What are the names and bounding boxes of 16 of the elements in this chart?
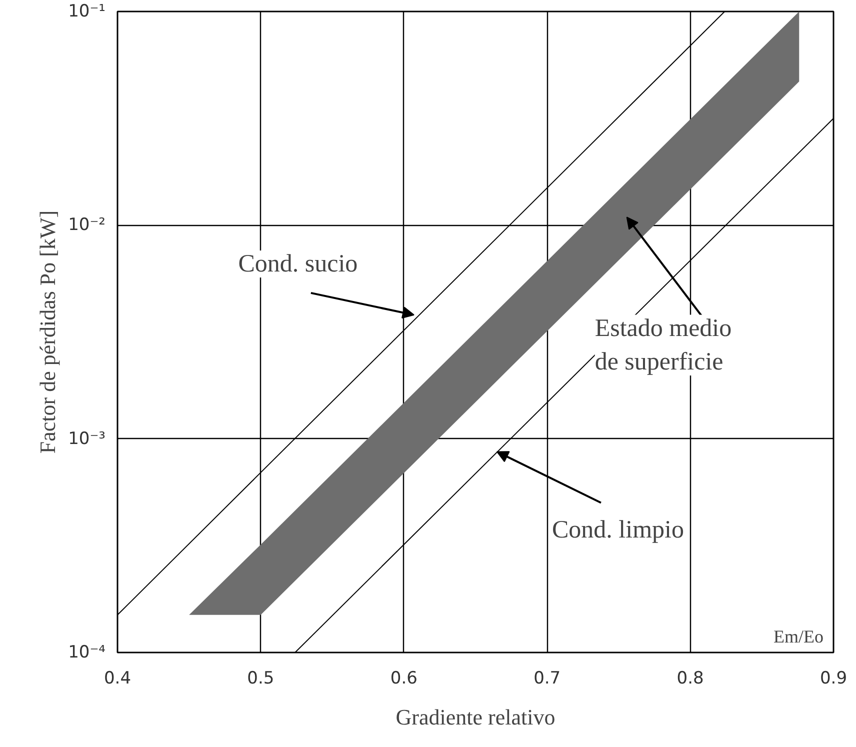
annotation: Cond. limpio	[552, 516, 684, 544]
x-tick-label: 0.6	[390, 668, 418, 688]
annotation: Em/Eo	[774, 626, 824, 646]
x-tick-label: 0.9	[820, 668, 848, 688]
annotation: Estado medio de superficie	[594, 314, 732, 376]
x-axis-title: Gradiente relativo	[396, 704, 556, 730]
x-tick-label: 0.7	[534, 668, 561, 688]
annotation: Cond. sucio	[238, 250, 358, 278]
x-tick-label: 0.8	[676, 668, 704, 688]
x-tick-label: 0.5	[247, 668, 274, 688]
y-tick-label: 10⁻¹	[68, 2, 106, 22]
y-tick-label: 10⁻⁴	[68, 642, 106, 662]
y-axis-title: Factor de pérdidas Po [kW]	[35, 210, 60, 454]
y-tick-label: 10⁻³	[68, 428, 106, 449]
x-tick-label: 0.4	[104, 668, 132, 688]
y-tick-label: 10⁻²	[68, 215, 106, 236]
